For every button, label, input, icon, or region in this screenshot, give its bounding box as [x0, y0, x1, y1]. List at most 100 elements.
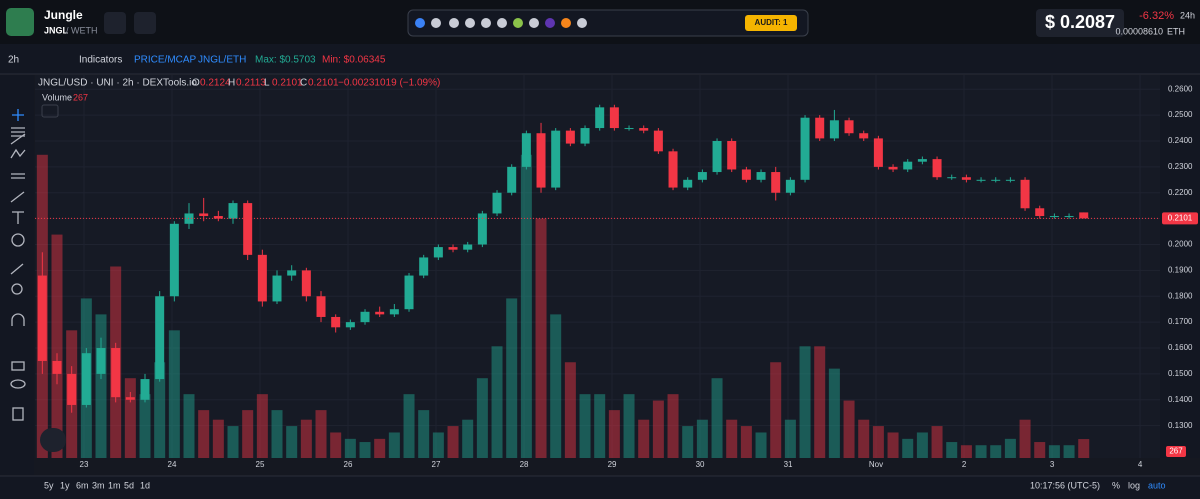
range-button[interactable]: 3m [92, 480, 105, 490]
magnet-tool[interactable] [11, 313, 25, 326]
volume-bar [286, 426, 298, 458]
icon[interactable] [449, 18, 459, 28]
x-tick-label: Nov [869, 460, 883, 469]
pattern-tool[interactable] [10, 148, 26, 159]
candle-body [859, 133, 869, 139]
volume-bar [550, 314, 562, 458]
candle-body [653, 130, 663, 152]
candle-body [565, 130, 575, 144]
volume-bar [520, 154, 532, 458]
audit-badge[interactable] [745, 15, 797, 31]
volume-value: 267 [73, 92, 88, 102]
icon[interactable] [529, 18, 539, 28]
candle-body [316, 296, 326, 317]
x-tick-label: 28 [520, 460, 529, 469]
icon[interactable] [465, 18, 475, 28]
volume-bar [902, 438, 914, 458]
candle-body [756, 172, 766, 180]
candle-body [1049, 216, 1059, 218]
candle-body [771, 172, 781, 193]
ohlc-value: 0.2124 [200, 78, 231, 89]
candle-body [1020, 179, 1030, 209]
candle-body [741, 169, 751, 180]
lock-tool[interactable] [11, 361, 25, 371]
projection-tool[interactable] [11, 173, 25, 179]
drawing-tools [0, 75, 34, 475]
ruler-tool[interactable] [10, 263, 24, 275]
candle-body [419, 257, 429, 276]
visibility-tool[interactable] [10, 379, 26, 389]
icon[interactable] [545, 18, 555, 28]
scale-option[interactable]: log [1128, 480, 1140, 490]
emoji-tool[interactable] [11, 233, 25, 247]
volume-bar [491, 346, 503, 458]
candle-body [360, 311, 370, 323]
range-button[interactable]: 5y [44, 480, 54, 490]
fib-tool[interactable] [11, 127, 25, 137]
tool-icons [10, 109, 26, 421]
volume-bar [95, 314, 107, 458]
icon[interactable] [431, 18, 441, 28]
eth-unit: ETH [1167, 26, 1185, 36]
volume-bar [51, 234, 63, 458]
range-button[interactable]: 1m [108, 480, 121, 490]
interval[interactable]: 2h [8, 55, 19, 66]
volume-bar [608, 410, 620, 458]
icon[interactable] [577, 18, 587, 28]
candle-body [213, 216, 223, 219]
ohlc-key: L [264, 78, 270, 89]
volume-bar [858, 419, 870, 458]
bottom-bar [0, 476, 1200, 499]
volume-bar [579, 394, 591, 458]
volume-bar [755, 432, 767, 458]
text-tool[interactable] [12, 211, 24, 224]
brush-tool[interactable] [10, 191, 25, 203]
zoom-tool[interactable] [11, 283, 23, 295]
crosshair-tool[interactable] [12, 109, 24, 121]
volume-bar [784, 419, 796, 458]
favorite-button[interactable] [104, 12, 126, 34]
y-tick-label: 0.1600 [1168, 343, 1193, 352]
candle-body [140, 379, 150, 400]
ohlc-change: −0.00231019 (−1.09%) [338, 78, 440, 89]
icon[interactable] [415, 18, 425, 28]
y-tick-label: 0.2300 [1168, 162, 1193, 171]
volume-bar [300, 419, 312, 458]
volume-bar [740, 426, 752, 458]
token-logo [6, 8, 34, 36]
ohlc-key: O [192, 78, 200, 89]
volume-bar [594, 394, 606, 458]
y-tick-label: 0.2000 [1168, 240, 1193, 249]
y-tick-label: 0.2200 [1168, 188, 1193, 197]
volume-bar [1063, 445, 1075, 458]
volume-bar [535, 218, 547, 458]
price-mcap-toggle[interactable]: PRICE/MCAP [134, 55, 197, 66]
candle-body [947, 177, 957, 179]
candle-body [521, 133, 531, 167]
indicators-button[interactable]: Indicators [79, 55, 122, 66]
icon[interactable] [561, 18, 571, 28]
volume-bar [242, 410, 254, 458]
scale-option[interactable]: % [1112, 480, 1120, 490]
delete-tool[interactable] [12, 407, 24, 421]
icon[interactable] [481, 18, 491, 28]
range-button[interactable]: 5d [124, 480, 134, 490]
range-button[interactable]: 6m [76, 480, 89, 490]
volume-bar [975, 445, 987, 458]
collapse-button[interactable] [41, 104, 59, 118]
pair-toggle[interactable]: JNGL/ETH [198, 55, 246, 66]
icon[interactable] [513, 18, 523, 28]
range-button[interactable]: 1y [60, 480, 70, 490]
icon[interactable] [497, 18, 507, 28]
volume-bar [711, 378, 723, 458]
scale-option[interactable]: auto [1148, 480, 1166, 490]
plot-area [35, 75, 1160, 458]
volume-bar [682, 426, 694, 458]
x-tick-label: 27 [432, 460, 441, 469]
range-button[interactable]: 1d [140, 480, 150, 490]
candle-body [668, 151, 678, 188]
volume-bar [447, 426, 459, 458]
volume-bar [330, 432, 342, 458]
share-button[interactable] [134, 12, 156, 34]
